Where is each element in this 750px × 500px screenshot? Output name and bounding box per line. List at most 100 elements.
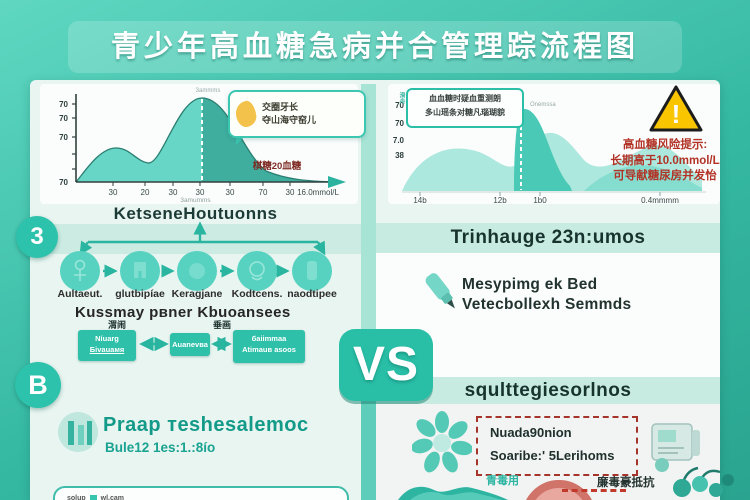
info-line1: 血血糖时疑血重测朗 [429,94,501,103]
area-series-mid [584,165,702,191]
x-tick-label: 1b0 [533,196,547,205]
section-badge-b: B [15,362,61,408]
building-bar [68,421,74,445]
y-tick-label: 7.0 [393,136,405,145]
step-label: glutbipíae [115,288,165,300]
x-axis-ticks [112,182,291,186]
x-tick-label: 30 [226,188,235,197]
flow-box-3-line1: бaiimmaа [251,334,287,343]
device-icon [651,423,700,472]
flow-note: 3amumms [180,197,211,204]
praap-title: Praap тeshesalemoc [103,414,309,436]
x-tick-label: 16.0mmol/L [297,188,339,197]
area-series-dark [202,98,332,182]
flower-icon [412,411,472,473]
section-badge-3: 3 [16,216,58,258]
risk-line3: 可导献糖尿房并发怡 [613,170,717,183]
building-bar [78,425,84,445]
x-tick-label: 70 [259,188,268,197]
flow-box-1: Níuarg Бivаuамя [78,330,136,361]
glucose-chart-b: 70 70 7.0 38 14b 12b 1b0 0.4mmmm Onemssa [393,101,706,205]
box-arrow-label-1: 渭闹 [107,320,126,330]
area-series-spike [514,108,572,191]
risk-line1: 高血糖风险提示: [622,139,708,151]
flow-box-2: Auanevва [170,333,210,356]
step-circle-2 [120,251,160,291]
y-tick-label: 70 [395,119,404,128]
vertical-divider-bottom [361,398,376,500]
risk-line2: 长期高于10.0mmol/L [610,154,720,167]
measure-line1: Mesypimg ek Bed [462,276,598,293]
flowchart-diagram [60,221,332,291]
step-label: Aultaeut. [57,288,103,300]
legend-swatch [89,495,97,500]
building-bar [87,421,92,445]
callout-line2: 夺山海守窑儿 [262,115,317,125]
x-tick-label: 30 [196,188,205,197]
legend-item-2: wl.cam [100,495,125,500]
step-label: Keragjane [171,288,223,300]
section-band-strategy: squlttegiesorlnos [376,377,720,404]
strategy-label-teal: 青毒用 [486,475,519,487]
peak-note: 3ammms [196,88,221,94]
warning-triangle-icon: ! [649,85,703,132]
vs-badge: VS [339,329,433,401]
bottle-icon [307,261,317,280]
blob-icon [189,263,205,279]
y-tick-label: 70 [59,114,68,123]
risk-warning-text: 高血糖风险提示: 长期高于10.0mmol/L 可导献糖尿房并发怡 [585,138,745,185]
flow-box-3-line2: Atimаuв asооs [242,345,296,355]
building-icon [58,412,98,452]
y-tick-label: 70 [59,100,68,109]
x-tick-label: 20 [141,188,150,197]
chart-tiny-note: Onemssa [530,102,556,108]
warning-mark: ! [672,99,681,129]
flow-box-1-line1: Níuarg [95,334,119,343]
y-tick-label: 38 [395,151,404,160]
strategy-line2: Soaribe:' 5Lerihoms [490,448,615,463]
legend-box: solup wl.cam [53,486,349,500]
info-line2: 多山瑶条对糖凡瑙瑚貌 [425,108,505,117]
strategy-line1: Nuada90nion [490,425,572,440]
y-tick-label: 70 [59,133,68,142]
strategy-note-box: Nuada90nion Soaribe:' 5Lerihoms [476,416,638,476]
callout-line1: 交圈牙长 [262,101,299,112]
flow-box-1-line2: Бivаuамя [89,345,125,355]
chart-arrow-label: 棋糖20血糖 [252,160,302,172]
box-arrow-label-2: 垂画 [212,320,231,330]
y-tick-label: 70 [59,178,68,187]
red-dashed-connector [562,489,626,492]
person-icon [74,270,86,281]
legend-item-1: solup [67,495,86,500]
step-circle-5 [292,251,332,291]
y-tick-label: 70 [395,101,404,110]
title-banner: 青少年高血糖急病并合管理踪流程图 [68,21,682,73]
y-axis-ticks [72,103,76,170]
x-tick-label: 12b [493,196,507,205]
step-circle-4 [237,251,277,291]
berries-icon [673,466,734,497]
face-icon [251,276,263,281]
glucose-chart-a: 70 70 70 70 30 20 30 30 30 70 30 16.0mmo… [59,88,346,197]
x-tick-label: 30 [109,188,118,197]
glucose-info-box: 血血糖时疑血重测朗 多山瑶条对糖凡瑙瑚貌 [406,88,524,128]
wave-shape [398,486,508,500]
chart-callout: 交圈牙长 夺山海守窑儿 [228,90,366,138]
section-band-measure: Trinhauge 23n:umos [376,223,720,253]
duck-icon [234,99,258,129]
x-axis-ticks [419,192,661,196]
flow-box-3: бaiimmaа Atimаuв asооs [233,330,305,363]
strategy-label-dark: 廉毒豪抵抗 [597,477,655,489]
pants-icon [134,262,146,278]
x-tick-label: 30 [286,188,295,197]
vertical-divider-top [361,84,376,334]
step-label: Kodtcens. [231,288,283,300]
x-tick-label: 14b [413,196,427,205]
face-icon [249,261,265,277]
curve-outline [75,97,333,183]
measure-line2: Vetecbollexh Semmds [462,296,632,313]
step-circle-3 [177,251,217,291]
flow-subtitle: Kussmay pвner Kbuoansees [75,304,291,321]
connector-right-drop [313,240,326,256]
